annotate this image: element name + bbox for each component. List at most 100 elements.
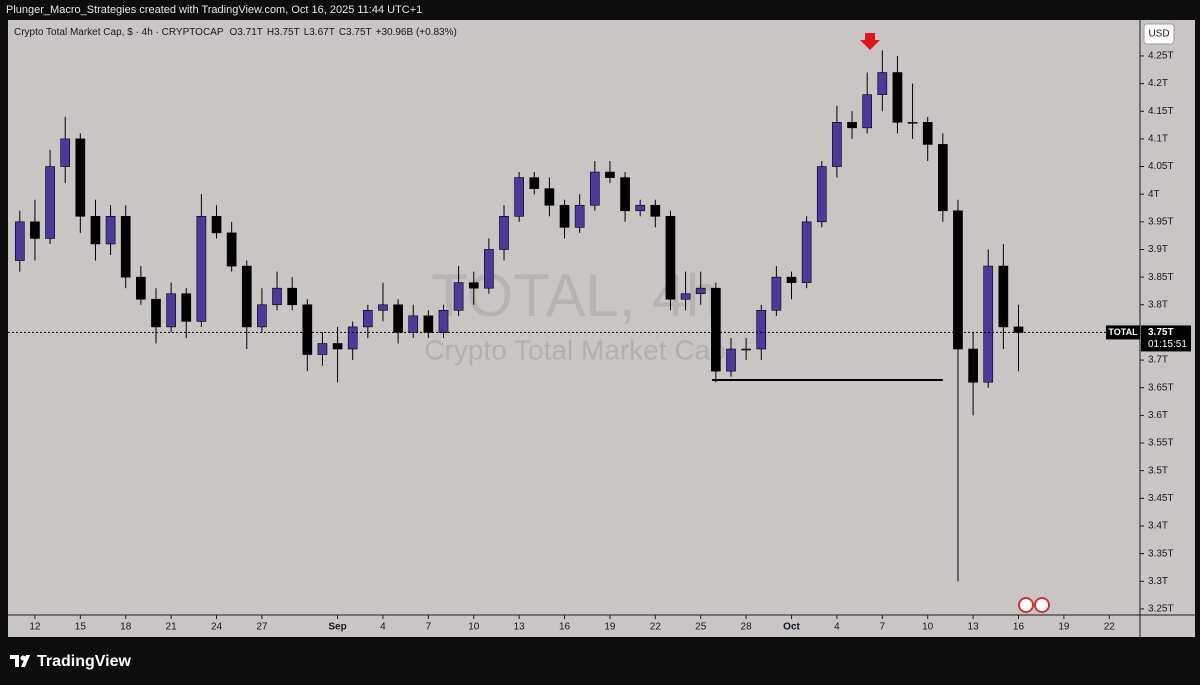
candle-body <box>998 265 1009 328</box>
candle-body <box>423 315 434 333</box>
candle-body <box>241 265 252 328</box>
x-tick-label: 25 <box>695 622 707 633</box>
candle-body <box>983 265 994 383</box>
legend: Crypto Total Market Cap, $ · 4h · CRYPTO… <box>14 27 457 38</box>
x-tick-label: Oct <box>783 622 800 633</box>
candle-body <box>937 144 948 212</box>
x-tick-label: 4 <box>380 622 386 633</box>
candle-body <box>786 276 797 283</box>
candle-body <box>151 298 161 328</box>
candle-body <box>907 122 918 124</box>
x-tick-label: 10 <box>468 622 480 633</box>
x-tick-label: 22 <box>650 622 662 633</box>
y-tick-label: 3.3T <box>1148 576 1168 587</box>
x-tick-label: 28 <box>741 622 753 633</box>
x-tick-label: 7 <box>880 622 886 633</box>
legend-close: C3.75T <box>339 27 372 38</box>
candle-body <box>695 287 706 295</box>
candle-body <box>544 188 555 206</box>
candle-body <box>181 293 192 322</box>
x-tick-label: 24 <box>211 622 223 633</box>
candle-body <box>711 287 721 372</box>
logo-dot <box>20 655 26 661</box>
logo-text: TradingView <box>37 653 132 670</box>
countdown-label: 01:15:51 <box>1148 339 1187 350</box>
candle-body <box>332 343 343 350</box>
candle-body <box>514 177 524 217</box>
header: Plunger_Macro_Strategies created with Tr… <box>6 4 422 16</box>
candle-body <box>468 282 479 289</box>
y-tick-label: 3.45T <box>1148 493 1174 504</box>
x-tick-label: 12 <box>29 622 41 633</box>
candle-body <box>45 166 55 239</box>
event-flags <box>1018 597 1050 613</box>
legend-open: O3.71T <box>230 27 263 38</box>
candle-body <box>816 166 827 223</box>
x-tick-label: 7 <box>426 622 432 633</box>
y-tick-label: 3.35T <box>1148 548 1174 559</box>
candle-body <box>166 293 176 328</box>
y-tick-label: 3.55T <box>1148 438 1174 449</box>
watermark-name: Crypto Total Market Cap <box>424 334 725 365</box>
currency-button[interactable] <box>1143 23 1175 45</box>
candle-body <box>60 138 71 167</box>
candle-body <box>877 72 888 95</box>
x-tick-label: Sep <box>328 622 346 633</box>
price-tag-label: 3.75T <box>1148 327 1174 338</box>
x-tick-label: 27 <box>256 622 268 633</box>
x-tick-label: 15 <box>75 622 87 633</box>
candle-body <box>726 348 736 372</box>
candle-body <box>105 216 116 245</box>
chart-area <box>8 20 1195 637</box>
candle-body <box>680 293 691 300</box>
symbol-tag-label: TOTAL <box>1108 327 1138 337</box>
candle-body <box>832 122 842 167</box>
x-tick-label: 4 <box>834 622 840 633</box>
legend-change: +30.96B (+0.83%) <box>376 27 457 38</box>
candle-body <box>499 216 509 250</box>
candle-body <box>347 326 358 350</box>
candle-body <box>484 249 494 289</box>
y-tick-label: 3.6T <box>1148 410 1168 421</box>
y-tick-label: 3.7T <box>1148 355 1168 366</box>
candle-body <box>574 204 585 228</box>
y-tick-label: 4.1T <box>1148 134 1168 145</box>
x-tick-label: 16 <box>1013 622 1025 633</box>
candle-body <box>756 310 767 350</box>
candle-body <box>136 276 146 300</box>
y-tick-label: 3.9T <box>1148 244 1168 255</box>
arrow-marker <box>860 33 880 50</box>
candle-body <box>317 343 328 355</box>
y-tick-label: 3.5T <box>1148 465 1168 476</box>
candle-body <box>14 221 25 261</box>
candle-body <box>393 304 403 333</box>
candle-body <box>302 304 313 355</box>
y-tick-label: 4.15T <box>1148 106 1174 117</box>
y-tick-label: 3.25T <box>1148 604 1174 615</box>
y-tick-label: 3.65T <box>1148 382 1174 393</box>
candle-body <box>211 216 222 234</box>
candle-body <box>529 177 540 189</box>
x-tick-label: 19 <box>1058 622 1070 633</box>
legend-title: Crypto Total Market Cap, $ · 4h · CRYPTO… <box>14 27 224 38</box>
currency-label[interactable]: USD <box>1148 29 1169 40</box>
candle-body <box>272 287 282 306</box>
candle-body <box>953 210 963 350</box>
y-tick-label: 3.95T <box>1148 216 1174 227</box>
candle-body <box>257 304 267 328</box>
candle-body <box>847 122 857 129</box>
y-tick-label: 3.8T <box>1148 299 1168 310</box>
candle-body <box>892 72 903 123</box>
x-tick-label: 19 <box>604 622 616 633</box>
y-tick-label: 3.4T <box>1148 521 1168 532</box>
x-tick-label: 18 <box>120 622 132 633</box>
candle-body <box>968 348 978 383</box>
y-tick-label: 4.25T <box>1148 51 1174 62</box>
candle-body <box>226 232 237 267</box>
x-tick-label: 22 <box>1104 622 1116 633</box>
x-tick-label: 10 <box>922 622 934 633</box>
x-tick-label: 13 <box>514 622 526 633</box>
y-tick-label: 4.2T <box>1148 78 1168 89</box>
candle-body <box>801 221 812 283</box>
